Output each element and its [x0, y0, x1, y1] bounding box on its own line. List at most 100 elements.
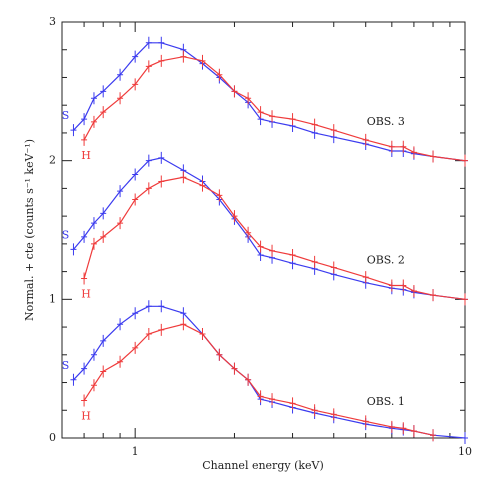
data-point	[245, 373, 252, 386]
data-point	[199, 179, 206, 192]
data-point	[70, 243, 77, 256]
data-point	[330, 124, 337, 137]
model-line	[83, 176, 466, 300]
data-point	[388, 279, 395, 292]
y-axis-label: Normal. + cte (counts s⁻¹ keV⁻¹)	[23, 139, 36, 321]
data-point	[132, 307, 139, 320]
data-point	[158, 54, 165, 67]
data-point	[117, 318, 124, 331]
data-point	[132, 341, 139, 354]
data-point	[430, 429, 437, 442]
data-point	[199, 328, 206, 340]
obs-label: OBS. 1	[367, 395, 405, 408]
data-point	[145, 328, 152, 340]
data-point	[430, 150, 437, 163]
data-point	[117, 185, 124, 198]
data-point	[81, 272, 88, 285]
model-line	[73, 42, 466, 162]
data-point	[216, 189, 223, 202]
data-point	[216, 348, 223, 361]
data-point	[180, 171, 187, 184]
data-point	[216, 68, 223, 81]
model-line	[83, 56, 466, 162]
data-point	[311, 118, 318, 131]
data-point	[231, 85, 238, 98]
data-point	[410, 146, 417, 159]
data-point	[158, 151, 165, 164]
data-point	[257, 390, 264, 403]
series-label: S	[62, 359, 70, 372]
data-point	[81, 394, 88, 407]
data-point	[289, 248, 296, 261]
data-point	[400, 140, 407, 153]
data-point	[388, 420, 395, 433]
series-label: S	[62, 109, 70, 122]
data-point	[410, 425, 417, 438]
model-line	[73, 305, 466, 439]
data-point	[257, 240, 264, 253]
data-point	[100, 85, 107, 98]
data-point	[199, 54, 206, 67]
data-point	[180, 318, 187, 331]
data-point	[132, 168, 139, 181]
data-point	[462, 293, 468, 306]
series-label: H	[81, 410, 91, 423]
data-point	[180, 50, 187, 63]
plot-frame	[61, 21, 466, 439]
data-point	[269, 244, 276, 257]
data-point	[117, 217, 124, 230]
data-point	[330, 408, 337, 421]
y-tick-label: 2	[49, 154, 56, 167]
data-point	[81, 362, 88, 375]
data-point	[100, 230, 107, 243]
data-point	[132, 50, 139, 63]
data-point	[245, 92, 252, 105]
data-point	[362, 133, 369, 146]
data-point	[145, 60, 152, 73]
data-point	[90, 92, 97, 105]
data-point	[289, 397, 296, 410]
data-point	[269, 393, 276, 406]
data-point	[90, 379, 97, 392]
data-point	[117, 355, 124, 368]
data-point	[117, 68, 124, 81]
series-label: S	[62, 228, 70, 241]
data-point	[311, 404, 318, 417]
data-point	[70, 124, 77, 137]
x-tick-label: 10	[458, 445, 472, 458]
obs-label: OBS. 3	[367, 115, 405, 128]
data-point	[70, 373, 77, 386]
data-point	[158, 175, 165, 188]
data-point	[158, 36, 165, 49]
data-point	[245, 226, 252, 239]
data-point	[81, 230, 88, 243]
data-point	[100, 365, 107, 378]
data-point	[90, 217, 97, 230]
data-point	[117, 92, 124, 105]
data-point	[81, 133, 88, 146]
data-point	[430, 289, 437, 302]
data-point	[400, 279, 407, 292]
data-point	[362, 271, 369, 284]
data-point	[330, 261, 337, 274]
x-tick-label: 1	[132, 445, 139, 458]
x-axis-label: Channel energy (keV)	[202, 459, 324, 472]
y-tick-label: 3	[49, 15, 56, 28]
data-point	[462, 432, 468, 444]
series-label: H	[81, 149, 91, 162]
data-point	[158, 300, 165, 313]
data-point	[231, 210, 238, 223]
data-point	[90, 237, 97, 250]
data-point	[81, 113, 88, 126]
data-point	[145, 182, 152, 195]
data-point	[289, 113, 296, 126]
data-point	[90, 348, 97, 361]
data-point	[132, 193, 139, 206]
model-line	[73, 157, 466, 300]
data-point	[100, 207, 107, 220]
obs-label: OBS. 2	[367, 254, 405, 267]
data-point	[462, 154, 468, 167]
data-point	[100, 106, 107, 119]
y-tick-label: 0	[49, 431, 56, 444]
data-point	[311, 255, 318, 268]
